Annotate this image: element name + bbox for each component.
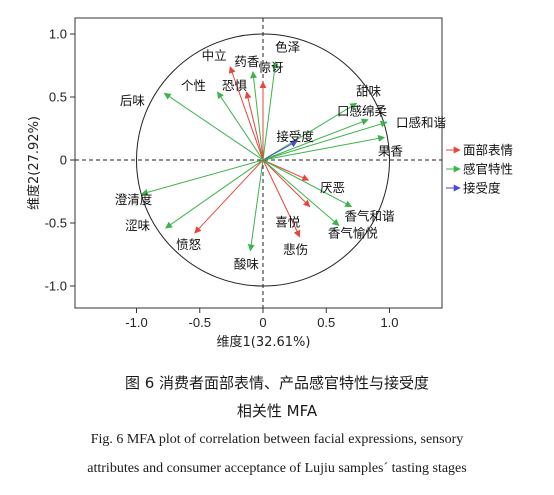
vector-label: 甜味 — [356, 83, 382, 98]
vector-label: 果香 — [378, 143, 404, 158]
x-tick-label: 1.0 — [380, 315, 398, 330]
vector-arrow — [262, 159, 353, 208]
vector-arrow — [262, 140, 298, 161]
y-tick-label: 0.5 — [49, 90, 67, 105]
caption-chinese-line1: 图 6 消费者面部表情、产品感官特性与接受度 — [124, 374, 430, 392]
vector-arrow — [165, 159, 264, 229]
caption-english-line2: attributes and consumer acceptance of Lu… — [87, 461, 467, 476]
vector-arrow — [262, 135, 386, 161]
vector-label: 愤怒 — [176, 237, 202, 252]
legend-item-label: 面部表情 — [463, 143, 513, 158]
y-tick-label: -0.5 — [45, 216, 67, 231]
y-tick-label: 0 — [60, 153, 67, 168]
vector-label: 药香 — [234, 54, 260, 69]
x-tick-label: -1.0 — [125, 315, 147, 330]
x-tick-label: 0 — [259, 315, 266, 330]
vector-label: 澄清度 — [115, 192, 153, 207]
vector-arrow — [262, 159, 301, 238]
vector-arrow — [262, 159, 340, 226]
vector-label: 悲伤 — [283, 242, 308, 257]
vector-arrow — [250, 71, 264, 161]
plot-frame — [74, 17, 443, 309]
vector-label: 香气和谐 — [345, 209, 395, 224]
vector-label: 口感绵柔 — [337, 104, 388, 119]
caption-english-line1: Fig. 6 MFA plot of correlation between f… — [90, 432, 464, 447]
vector-label: 喜悦 — [275, 215, 301, 230]
vector-arrow — [244, 91, 264, 161]
vector-label: 酸味 — [234, 257, 260, 272]
vector-arrow — [163, 92, 264, 161]
vector-arrow — [140, 159, 264, 196]
x-tick-label: -0.5 — [189, 315, 211, 330]
y-axis-title: 维度2(27.92%) — [26, 116, 42, 210]
vector-label: 色泽 — [275, 40, 300, 55]
vector-arrow — [262, 120, 388, 161]
vector-arrow — [247, 159, 264, 252]
y-tick-label: -1.0 — [45, 279, 67, 294]
vector-arrow — [194, 159, 264, 234]
vector-arrow — [262, 159, 310, 181]
y-tick-label: 1.0 — [49, 27, 67, 42]
unit-circle — [136, 33, 390, 287]
vector-arrow — [262, 118, 369, 161]
x-tick-label: 0.5 — [317, 315, 335, 330]
x-axis-title: 维度1(32.61%) — [217, 334, 311, 350]
legend-item-label: 感官特性 — [463, 162, 513, 177]
vector-label: 中立 — [202, 48, 227, 63]
vector-arrow — [217, 91, 264, 161]
vector-label: 个性 — [181, 78, 206, 93]
vector-arrow — [262, 61, 279, 161]
vector-label: 口感和谐 — [396, 115, 446, 130]
vector-label: 涩味 — [125, 218, 151, 233]
vector-label: 恐惧 — [222, 78, 248, 93]
vector-label: 接受度 — [276, 129, 314, 144]
vector-label: 后味 — [120, 93, 146, 108]
vector-label: 香气愉悦 — [328, 226, 379, 241]
caption-chinese-line2: 相关性 MFA — [236, 402, 318, 420]
legend-item-label: 接受度 — [463, 181, 501, 196]
mfa-correlation-chart: 中立 药香色泽惊讶恐惧个性后味甜味口感绵柔口感和谐接受度果香厌恶香气和谐喜悦香气愉… — [26, 17, 513, 350]
vector-arrow — [228, 66, 264, 161]
vector-arrow — [262, 159, 311, 208]
vector-arrow — [262, 102, 358, 161]
vector-label: 厌恶 — [320, 180, 345, 195]
vector-label: 惊讶 — [258, 60, 284, 75]
